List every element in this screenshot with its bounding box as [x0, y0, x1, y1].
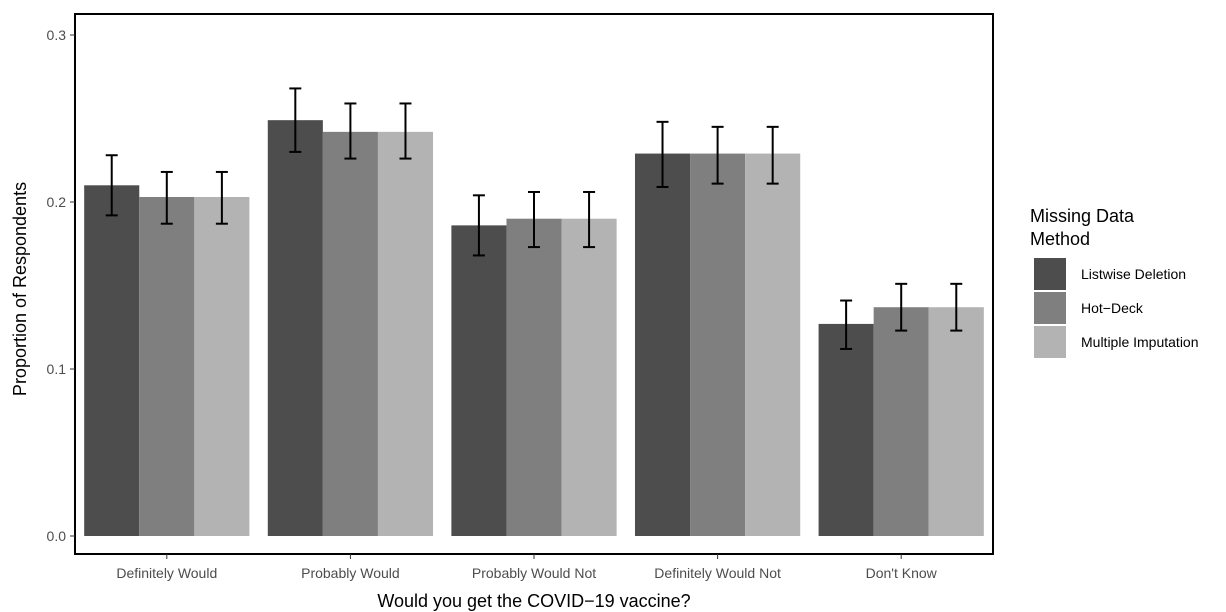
bar-4-1	[873, 307, 929, 536]
error-bar-2-1	[528, 190, 540, 249]
legend-item-1: Hot−Deck	[1034, 292, 1144, 324]
error-bar-1-0	[289, 87, 302, 153]
bar-1-2	[377, 131, 434, 537]
legend-swatch-0	[1034, 258, 1066, 290]
x-tick-label-3: Definitely Would Not	[654, 565, 781, 581]
y-tick-label-3: 0.3	[47, 27, 67, 43]
y-axis: 0.0 0.1 0.2 0.3	[47, 27, 75, 544]
error-bar-0-2	[215, 170, 228, 225]
error-bar-3-0	[656, 120, 669, 188]
error-bar-0-0	[105, 154, 118, 217]
x-axis-title: Would you get the COVID−19 vaccine?	[377, 591, 690, 611]
x-tick-label-0: Definitely Would	[116, 565, 217, 581]
bar-3-1	[690, 153, 746, 536]
error-bar-0-1	[160, 170, 173, 225]
bar-3-2	[745, 153, 801, 536]
y-tick-label-2: 0.2	[47, 194, 67, 210]
legend-swatch-1	[1034, 292, 1066, 324]
error-bar-3-2	[766, 125, 779, 185]
errorbars-layer	[105, 87, 963, 350]
legend-swatch-2	[1034, 326, 1066, 358]
error-bar-4-0	[840, 299, 853, 350]
bar-1-1	[322, 131, 378, 537]
y-tick-label-0: 0.0	[47, 528, 67, 544]
bar-2-2	[561, 218, 617, 536]
bars-layer	[84, 120, 984, 537]
bar-4-2	[928, 307, 984, 536]
error-bar-3-1	[711, 125, 724, 185]
error-bar-1-1	[344, 102, 357, 160]
bar-2-1	[506, 218, 562, 536]
legend-label-1: Hot−Deck	[1081, 300, 1144, 316]
legend-item-2: Multiple Imputation	[1034, 326, 1199, 358]
y-axis-title: Proportion of Respondents	[10, 182, 30, 396]
x-tick-label-4: Don't Know	[866, 565, 938, 581]
error-bar-1-2	[399, 102, 412, 160]
bar-1-0	[267, 120, 323, 537]
bar-3-0	[634, 153, 691, 536]
legend: Missing Data Method Listwise Deletion Hot…	[1030, 206, 1199, 358]
bar-2-0	[451, 225, 507, 536]
x-tick-label-2: Probably Would Not	[472, 565, 596, 581]
error-bar-4-2	[950, 282, 963, 332]
bar-0-1	[139, 196, 195, 537]
bar-0-2	[194, 196, 250, 537]
bar-4-0	[818, 323, 874, 536]
legend-item-0: Listwise Deletion	[1034, 258, 1186, 290]
x-axis: Definitely Would Probably Would Probably W…	[116, 554, 938, 581]
legend-title-line-2: Method	[1030, 229, 1090, 249]
legend-title-line-1: Missing Data	[1030, 206, 1135, 226]
error-bar-2-0	[472, 194, 485, 257]
legend-label-0: Listwise Deletion	[1081, 266, 1186, 282]
error-bar-4-1	[895, 282, 908, 332]
legend-label-2: Multiple Imputation	[1081, 334, 1199, 350]
y-tick-label-1: 0.1	[47, 361, 67, 377]
x-tick-label-1: Probably Would	[301, 565, 400, 581]
error-bar-2-2	[583, 190, 596, 249]
bar-0-0	[84, 185, 140, 537]
